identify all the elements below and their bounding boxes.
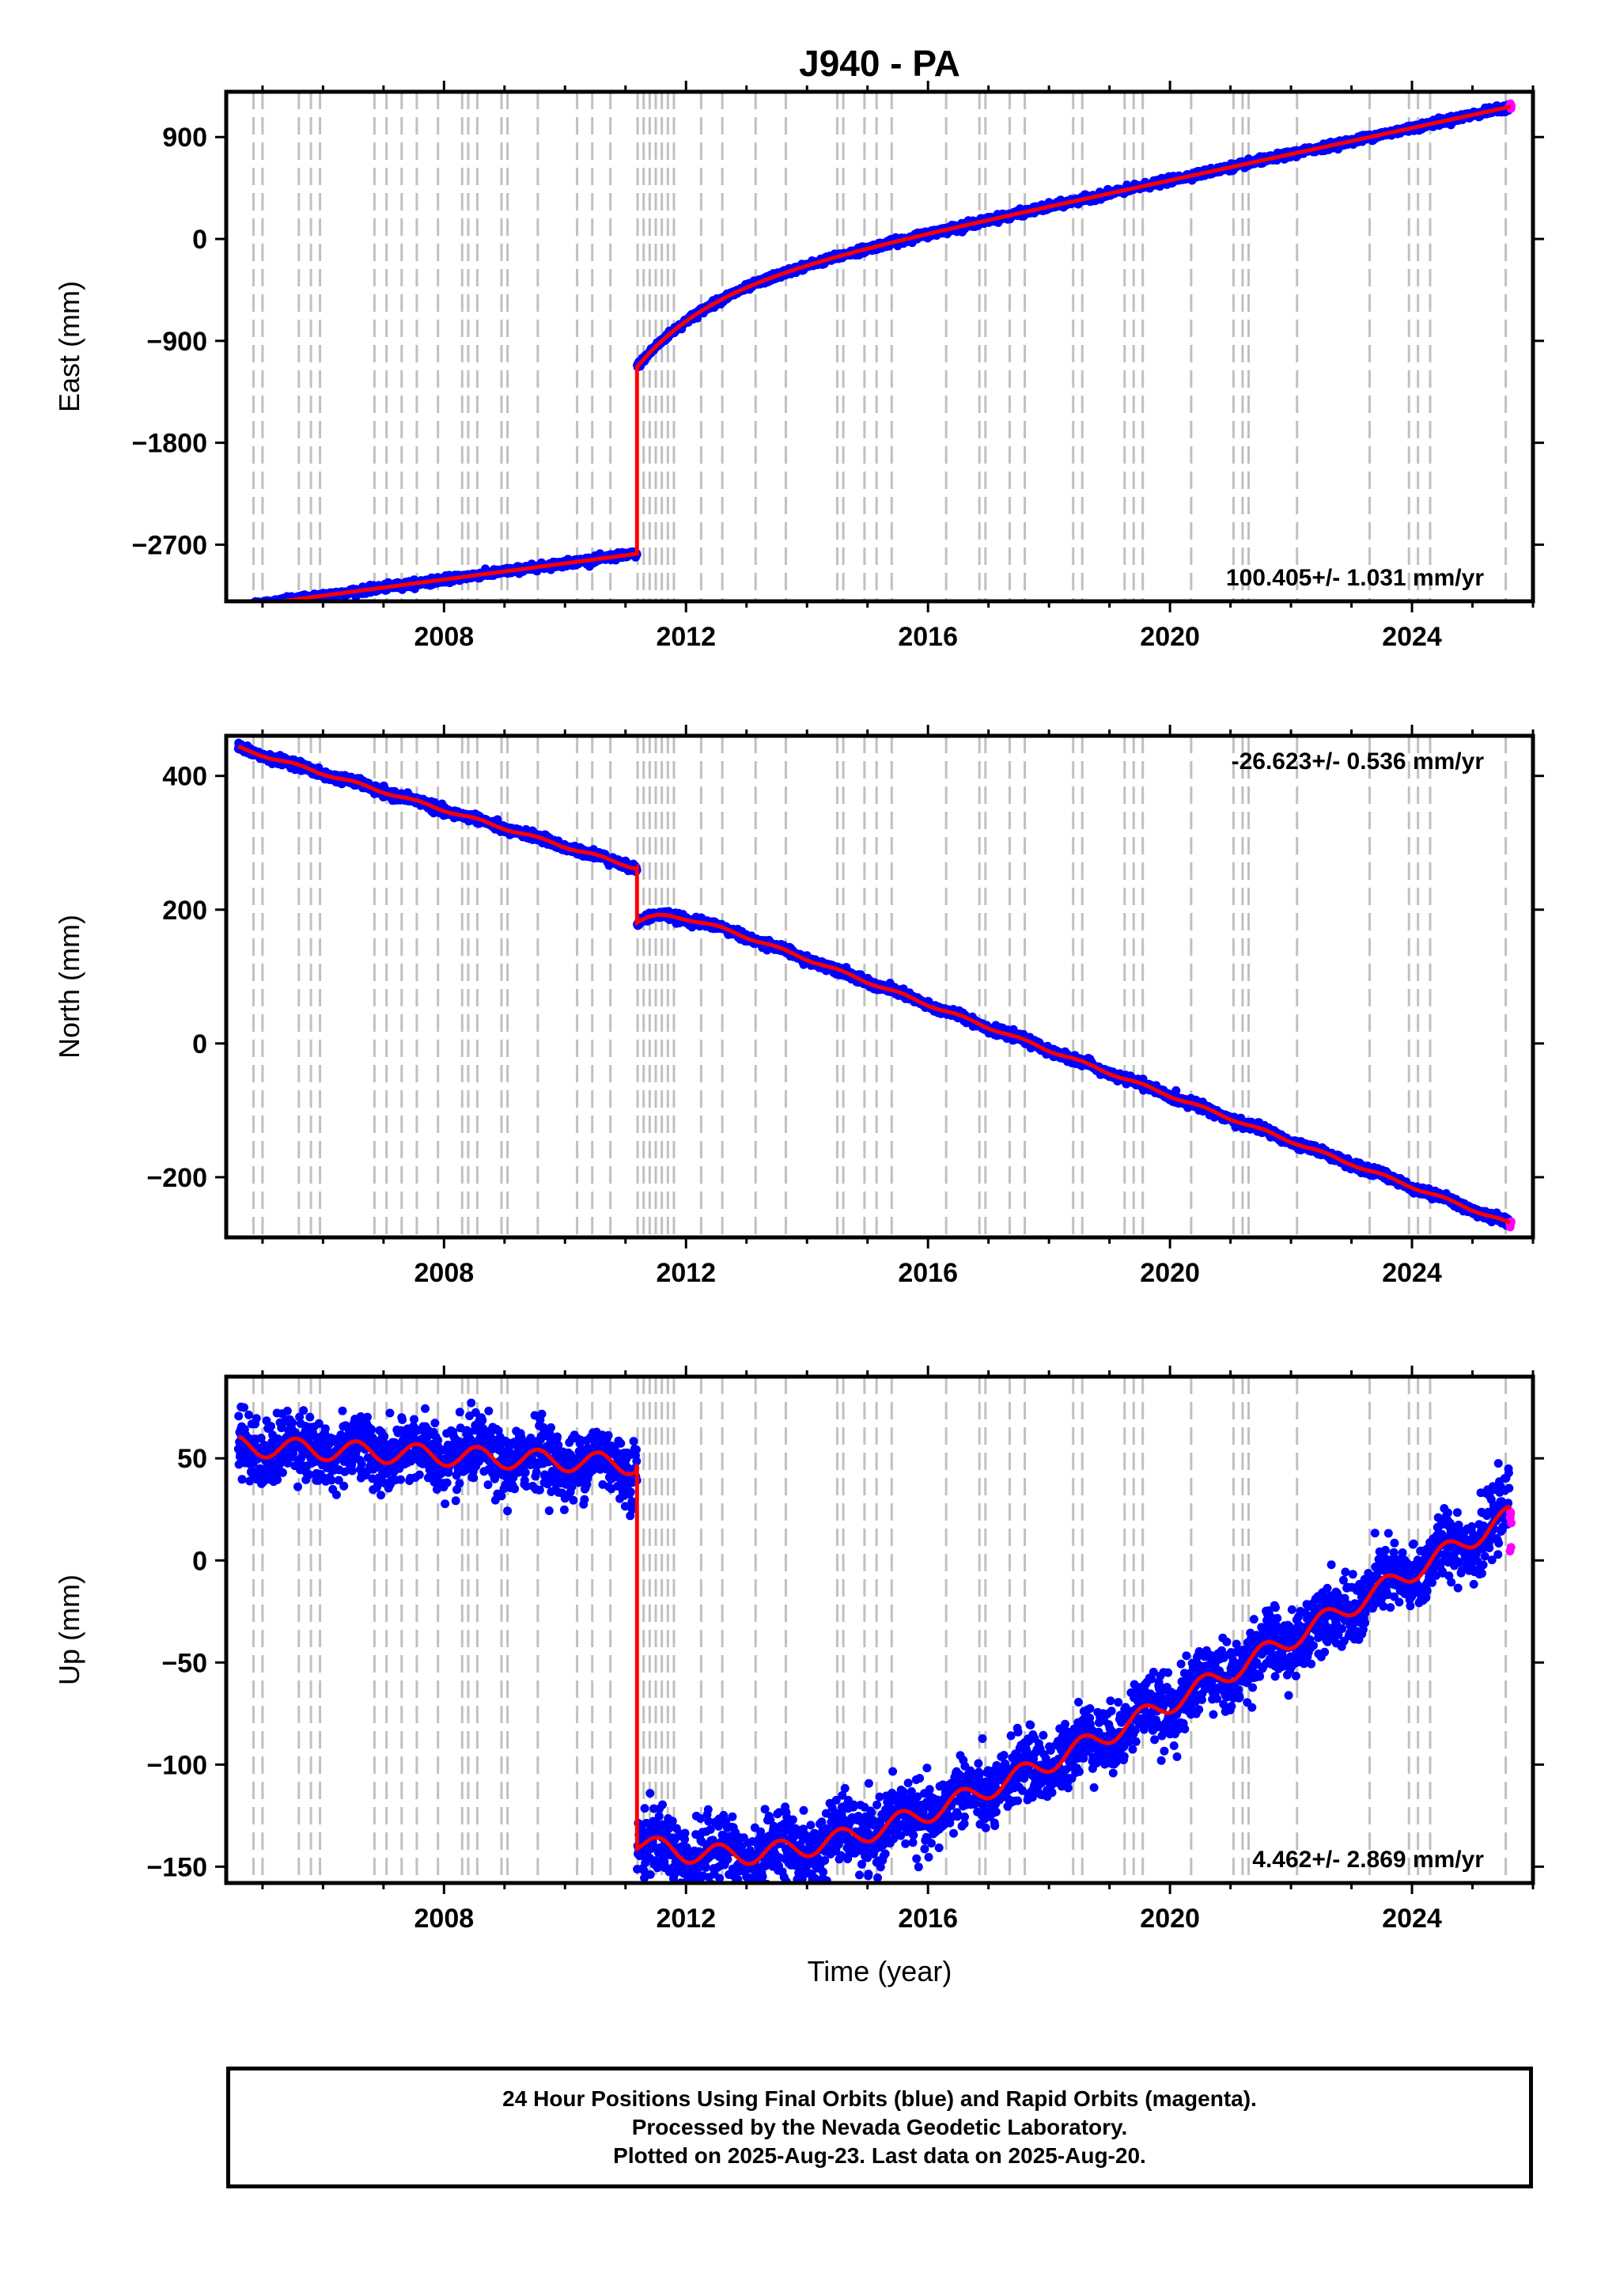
- y-axis-label: East (mm): [53, 281, 85, 412]
- x-tick-label: 2016: [898, 622, 958, 652]
- east-panel: 2008 2012 2016 2020 2024 900 0 −900 −1800 −2700 Ea…: [53, 81, 1544, 652]
- data-point: [234, 603, 243, 612]
- data-point: [238, 604, 247, 612]
- data-point: [248, 604, 257, 612]
- data-point: [248, 604, 256, 612]
- y-tick-label: 0: [192, 225, 207, 255]
- y-tick-label: −1800: [132, 429, 208, 459]
- x-tick-label: 2024: [1382, 622, 1442, 652]
- data-point: [236, 603, 244, 612]
- y-tick-label: 900: [162, 123, 207, 153]
- data-point: [237, 602, 245, 611]
- data-point: [253, 602, 262, 611]
- data-point: [235, 603, 244, 612]
- plot-frame: [224, 89, 1535, 604]
- final-orbit-points: [234, 100, 1515, 614]
- data-point: [239, 604, 248, 612]
- x-tick-label: 2020: [1140, 622, 1200, 652]
- y-tick-label: −2700: [132, 530, 208, 560]
- x-tick-label: 2012: [656, 622, 716, 652]
- data-point: [247, 605, 255, 614]
- data-point: [253, 602, 262, 611]
- chart-title: J940 - PA: [799, 43, 960, 84]
- data-point: [241, 602, 250, 611]
- data-point: [237, 605, 246, 614]
- data-point: [245, 602, 254, 611]
- data-point: [242, 603, 251, 612]
- data-point: [243, 603, 252, 612]
- model-fit-line: [266, 104, 1512, 601]
- data-point: [240, 602, 248, 611]
- rate-label: 100.405+/- 1.031 mm/yr: [1226, 565, 1484, 591]
- data-point: [240, 604, 248, 613]
- data-point: [238, 603, 247, 612]
- x-tick-label: 2008: [414, 622, 475, 652]
- data-point: [250, 603, 259, 612]
- y-tick-label: −900: [146, 327, 207, 357]
- data-point: [247, 603, 255, 612]
- data-point: [240, 603, 248, 612]
